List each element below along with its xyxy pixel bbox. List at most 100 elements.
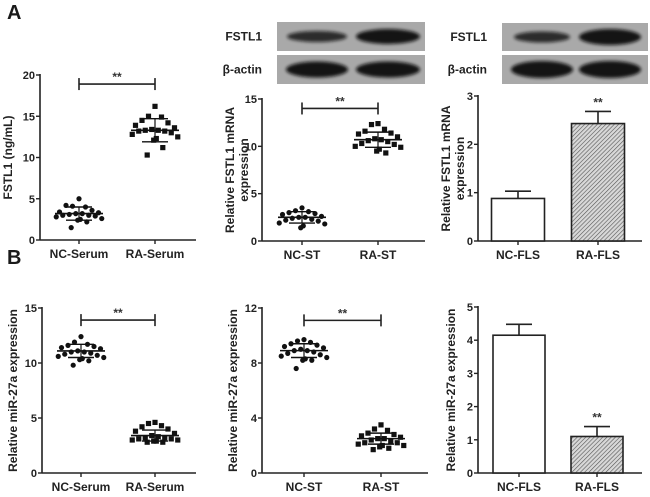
data-point xyxy=(171,125,178,131)
significance-marker: ** xyxy=(113,306,123,320)
y-tick-label: 15 xyxy=(23,111,35,123)
series-nc-st xyxy=(278,337,330,372)
data-point xyxy=(155,434,161,440)
y-tick-label: 5 xyxy=(251,189,257,201)
data-point xyxy=(88,350,94,356)
x-category-label: RA-ST xyxy=(360,248,397,262)
significance-marker: ** xyxy=(112,70,122,84)
significance-marker: ** xyxy=(338,306,348,320)
data-point xyxy=(289,215,295,221)
data-point xyxy=(94,352,100,358)
data-point xyxy=(129,131,135,137)
bar-nc-fls xyxy=(490,197,546,242)
blot-band xyxy=(287,31,347,42)
data-point xyxy=(398,144,404,150)
bar-ra-fls xyxy=(570,435,624,474)
blot-row-label: β-actin xyxy=(223,63,262,77)
x-category-label: NC-FLS xyxy=(496,248,540,262)
y-tick-label: 5 xyxy=(29,194,35,206)
data-point xyxy=(69,203,76,209)
data-point xyxy=(139,117,145,123)
y-tick-label: 3 xyxy=(467,368,473,380)
data-point xyxy=(355,441,361,447)
data-point xyxy=(160,145,166,151)
y-axis-label: Relative FSTL1 mRNA xyxy=(439,105,453,231)
x-category-label: RA-FLS xyxy=(576,248,620,262)
data-point xyxy=(384,427,391,433)
data-point xyxy=(318,213,325,219)
data-point xyxy=(281,343,288,350)
data-point xyxy=(394,440,400,446)
data-point xyxy=(101,354,107,361)
x-category-label: NC-Serum xyxy=(50,247,109,261)
y-tick-label: 3 xyxy=(467,91,473,103)
data-point xyxy=(381,126,388,132)
data-point xyxy=(300,357,306,363)
data-point xyxy=(394,134,401,140)
y-tick-label: 4 xyxy=(251,413,258,425)
data-point xyxy=(99,215,105,222)
data-point xyxy=(352,143,358,149)
data-point xyxy=(378,422,384,428)
y-tick-label: 0 xyxy=(467,468,473,480)
y-tick-label: 0 xyxy=(31,468,37,480)
series-nc-serum xyxy=(53,196,105,231)
bar-nc-fls xyxy=(492,334,546,474)
blot-row-label: FSTL1 xyxy=(450,30,487,44)
data-point xyxy=(401,442,407,449)
data-point xyxy=(283,217,289,223)
series-nc-serum xyxy=(55,334,107,368)
blot-band xyxy=(286,61,348,78)
x-category-label: RA-ST xyxy=(363,480,400,494)
data-point xyxy=(324,354,330,361)
data-point xyxy=(86,358,92,364)
data-point xyxy=(145,113,152,119)
data-point xyxy=(278,353,284,359)
data-point xyxy=(76,196,82,202)
data-point xyxy=(285,350,291,356)
western-blots: FSTL1 β-actin FSTL1 β-actin xyxy=(223,22,648,84)
data-point xyxy=(388,130,394,136)
y-axis-label: Relative miR-27a expression xyxy=(444,309,458,472)
blot-row-label: β-actin xyxy=(448,63,487,77)
data-point xyxy=(92,213,98,219)
y-tick-label: 5 xyxy=(31,413,37,425)
data-point xyxy=(129,437,135,443)
significance-marker: ** xyxy=(335,94,345,108)
chart-b3: 0 1 2 3 4 5 NC-FLS RA-FLS Relative miR-27a expre… xyxy=(444,302,642,494)
data-point xyxy=(391,141,397,148)
x-category-label: RA-FLS xyxy=(575,480,619,494)
data-point xyxy=(385,139,391,145)
data-point xyxy=(276,220,282,226)
y-axis-label: Relative FSTL1 mRNA xyxy=(223,107,237,233)
y-axis-label: Relative miR-27a expression xyxy=(226,309,240,472)
western-blot-2: FSTL1 β-actin xyxy=(448,23,648,84)
blot-row-label: FSTL1 xyxy=(225,30,262,44)
data-point xyxy=(322,221,328,227)
data-point xyxy=(132,122,139,128)
data-point xyxy=(139,424,145,430)
data-point xyxy=(160,439,166,445)
y-axis-label: Relative miR-27a expression xyxy=(6,309,20,472)
series-ra-serum xyxy=(129,419,181,445)
data-point xyxy=(132,428,139,434)
data-point xyxy=(175,134,181,140)
y-tick-label: 15 xyxy=(245,94,257,106)
series-ra-st xyxy=(355,422,407,453)
data-point xyxy=(355,131,362,137)
western-blot-1: FSTL1 β-actin xyxy=(223,22,425,84)
data-point xyxy=(162,128,168,134)
data-point xyxy=(91,343,97,350)
bar-ra-fls xyxy=(570,122,626,242)
data-point xyxy=(372,136,378,142)
x-category-label: NC-ST xyxy=(284,248,321,262)
data-point xyxy=(144,152,150,158)
series-ra-serum xyxy=(129,103,181,158)
y-tick-label: 0 xyxy=(251,236,257,248)
data-point xyxy=(168,130,174,136)
data-point xyxy=(317,352,323,358)
data-point xyxy=(377,444,383,450)
data-point xyxy=(165,120,171,126)
